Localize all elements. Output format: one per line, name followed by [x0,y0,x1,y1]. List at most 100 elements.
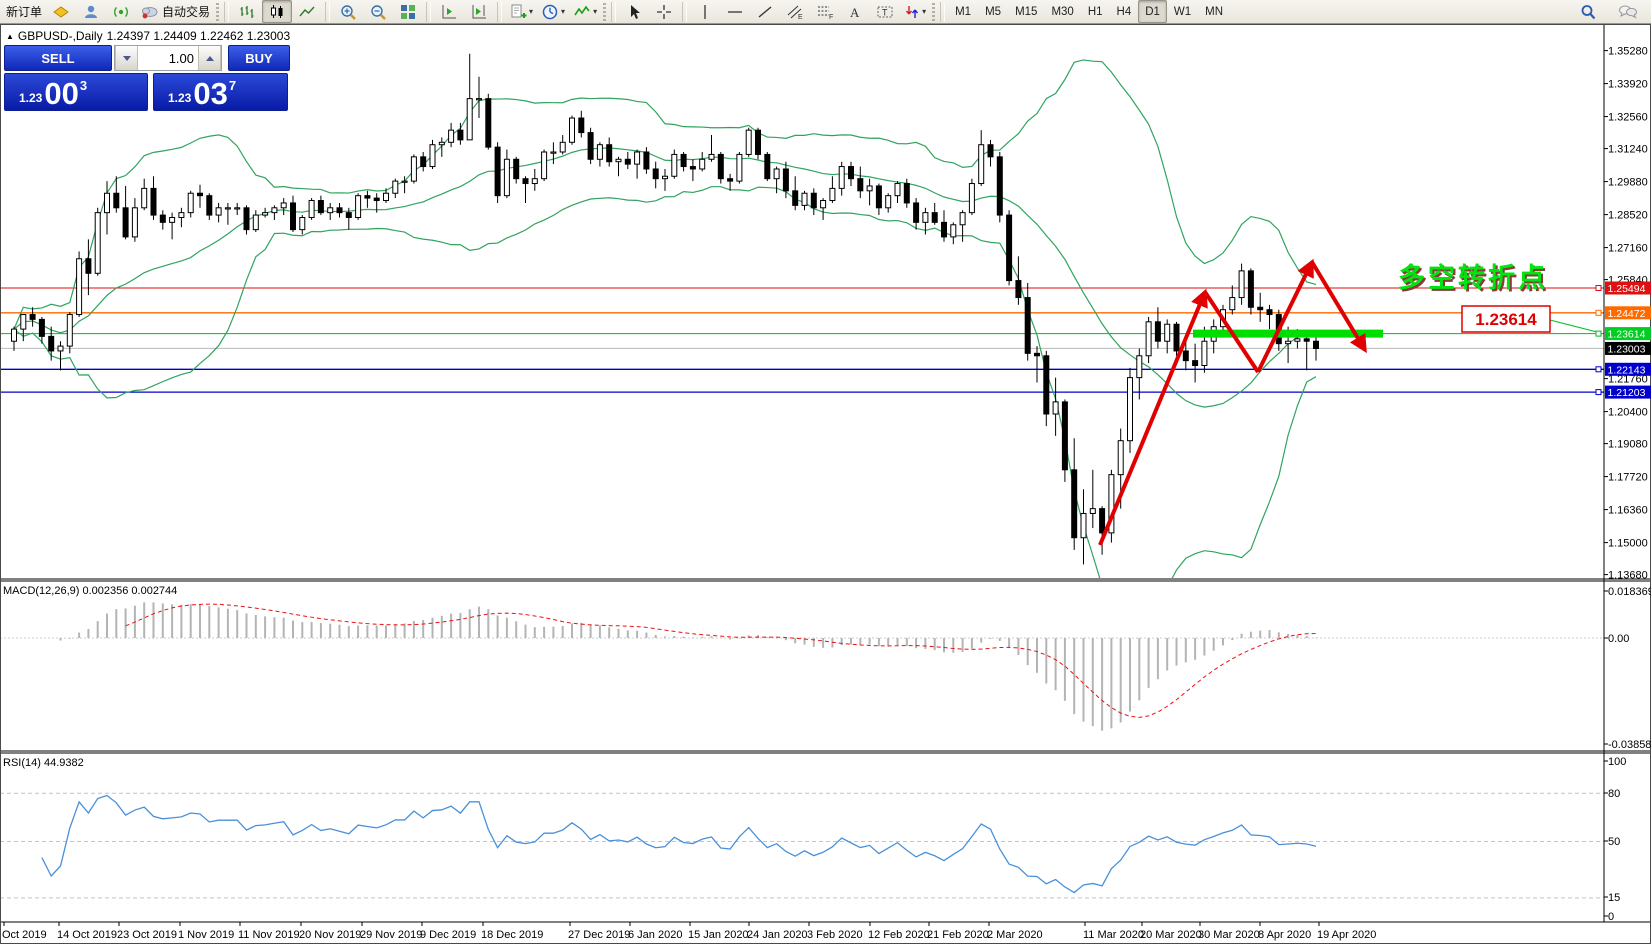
timeframe-m30[interactable]: M30 [1051,5,1074,18]
chart-shift-button[interactable] [434,0,464,23]
date-tick-label: 19 Apr 2020 [1317,929,1376,941]
new-chart-icon [511,4,527,18]
date-tick-label: 20 Nov 2019 [299,929,361,941]
price-chip-label: 1.25494 [1608,283,1646,295]
date-tick-label: Oct 2019 [2,929,47,941]
new-chart-button[interactable]: ▾ [505,0,537,23]
price-chip [1605,306,1651,320]
fibonacci-tool[interactable]: F [810,0,840,23]
line-anchor-handle[interactable] [1595,309,1602,316]
sell-price-box[interactable]: 1.23 00 3 [4,73,148,111]
red-zigzag-segment[interactable] [1256,258,1314,373]
timeframe-h1[interactable]: H1 [1087,5,1103,18]
timeframe-m15[interactable]: M15 [1015,5,1038,18]
bar-chart-button[interactable] [232,0,262,23]
autotrading-button[interactable]: 自动交易 [136,0,214,23]
zoom-out-button[interactable] [363,0,393,23]
chat-button[interactable] [1613,0,1643,23]
svg-text:F: F [829,14,833,21]
text-tool[interactable]: A [840,0,870,23]
new-order-label: 新订单 [6,5,43,19]
timeframe-h4[interactable]: H4 [1116,5,1132,18]
text-label-tool[interactable]: T [870,0,900,23]
toolbar-separator [224,1,230,22]
chart-shift-icon [442,4,457,18]
tile-windows-button[interactable] [393,0,423,23]
price-chip [1605,362,1651,376]
bar-chart-icon [240,5,254,18]
timeframe-w1[interactable]: W1 [1173,5,1192,18]
clock-icon [542,4,558,19]
person-icon [85,5,98,18]
volume-increase-button[interactable] [198,46,221,70]
date-tick-label: 8 Apr 2020 [1258,929,1311,941]
price-chip-label: 1.23003 [1608,343,1646,355]
new-order-button[interactable]: 新订单 [2,0,46,23]
red-zigzag-segment[interactable] [1203,290,1260,374]
timeframe-m5[interactable]: M5 [985,5,1002,18]
timeframe-m1[interactable]: M1 [955,5,972,18]
volume-input[interactable] [138,46,198,70]
price-chip-label: 1.24472 [1608,308,1646,320]
signals-button[interactable] [106,0,136,23]
trendline-tool[interactable] [750,0,780,23]
red-zigzag-segment[interactable] [1098,288,1208,546]
price-tick-label: 1.19080 [1608,439,1648,451]
turning-point-text-shadow: 多空转折点 [1400,264,1550,295]
buy-price-small: 1.23 [168,91,192,105]
bollinger-bands [13,59,1317,578]
crosshair-button[interactable] [649,0,679,23]
line-chart-icon [299,6,315,16]
turning-point-text: 多空转折点 [1398,262,1548,293]
timeframe-mn[interactable]: MN [1205,5,1224,18]
price-tag-box[interactable] [1461,305,1551,333]
toolbar-separator [426,1,432,22]
date-tick-label: 21 Feb 2020 [927,929,989,941]
zoom-in-button[interactable] [333,0,363,23]
line-anchor-handle[interactable] [1595,366,1602,373]
auto-scroll-button[interactable] [464,0,494,23]
triangle-down-icon [122,55,131,61]
buy-price-box[interactable]: 1.23 03 7 [153,73,288,111]
cursor-button[interactable] [619,0,649,23]
arrows-tool[interactable]: ▾ [900,0,930,23]
vertical-line-tool[interactable] [690,0,720,23]
favorites-button[interactable] [46,0,76,23]
search-button[interactable] [1573,0,1603,23]
toolbar-grip[interactable] [216,2,220,21]
profile-button[interactable] [76,0,106,23]
buy-button[interactable]: BUY [228,45,290,71]
red-zigzag-segment[interactable] [1310,260,1367,354]
triangle-up-icon [205,55,214,61]
chart-window: 多空转折点 多空转折点 1.23614 1.35280 1.33920 1.32560 1.… [0,24,1651,944]
autotrade-label: 自动交易 [162,5,211,19]
chart-background[interactable] [0,24,1651,944]
macd-signal-line [125,603,1317,718]
timeframe-d1[interactable]: D1 [1138,0,1167,23]
chart-title: ▲ GBPUSD-,Daily 1.24397 1.24409 1.22462 … [6,29,290,43]
line-chart-button[interactable] [292,0,322,23]
arrows-icon [906,5,919,18]
chart-canvas[interactable]: 多空转折点多空转折点1.236141.352801.339201.325601.… [0,24,1651,944]
line-anchor-handle[interactable] [1595,389,1602,396]
sell-price-big: 00 [44,76,79,111]
date-tick-label: 11 Nov 2019 [238,929,300,941]
signal-icon [114,6,128,17]
line-anchor-handle[interactable] [1595,285,1602,291]
horizontal-line-tool[interactable] [720,0,750,23]
toolbar-grip[interactable] [603,2,607,21]
indicators-button[interactable]: ▾ [569,0,601,23]
macd-axis-label: 0.018369 [1608,586,1651,598]
search-icon [1581,4,1596,19]
channel-tool[interactable]: E [780,0,810,23]
rsi-axis-label: 80 [1608,788,1620,800]
volume-decrease-button[interactable] [115,46,138,70]
sell-button[interactable]: SELL [4,45,112,71]
chevron-down-icon: ▾ [593,6,598,16]
candlestick-chart-button[interactable] [262,0,293,23]
collapse-triangle-icon[interactable]: ▲ [6,31,14,41]
line-anchor-handle[interactable] [1595,330,1602,337]
period-button[interactable]: ▾ [537,0,569,23]
toolbar-grip[interactable] [932,2,936,21]
volume-stepper [114,45,222,71]
